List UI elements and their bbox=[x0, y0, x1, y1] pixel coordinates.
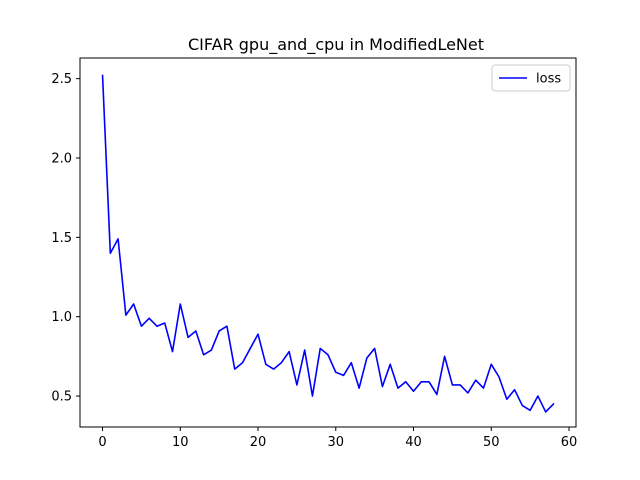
y-tick-label-2: 2.0 bbox=[51, 151, 72, 166]
legend-label-loss: loss bbox=[536, 72, 561, 87]
y-tick-label-2.5: 2.5 bbox=[51, 72, 72, 87]
x-tick-label-20: 20 bbox=[250, 435, 267, 450]
y-tick-label-1: 1.0 bbox=[51, 310, 72, 325]
x-tick-label-30: 30 bbox=[328, 435, 345, 450]
x-tick-label-10: 10 bbox=[172, 435, 189, 450]
legend: loss bbox=[491, 64, 571, 92]
x-tick-label-60: 60 bbox=[561, 435, 578, 450]
plot-area: 0 10 20 30 40 50 60 0.5 1.0 1.5 2.0 2.5 bbox=[51, 72, 577, 450]
x-tick-label-50: 50 bbox=[483, 435, 500, 450]
axes-frame bbox=[79, 57, 577, 428]
y-tick-label-1.5: 1.5 bbox=[51, 231, 72, 246]
y-tick-label-0.5: 0.5 bbox=[51, 390, 72, 405]
chart-title: CIFAR gpu_and_cpu in ModifiedLeNet bbox=[188, 35, 484, 55]
x-tick-label-40: 40 bbox=[405, 435, 422, 450]
series-line-loss bbox=[101, 74, 555, 413]
legend-box bbox=[491, 64, 571, 92]
x-tick-label-0: 0 bbox=[98, 435, 106, 450]
